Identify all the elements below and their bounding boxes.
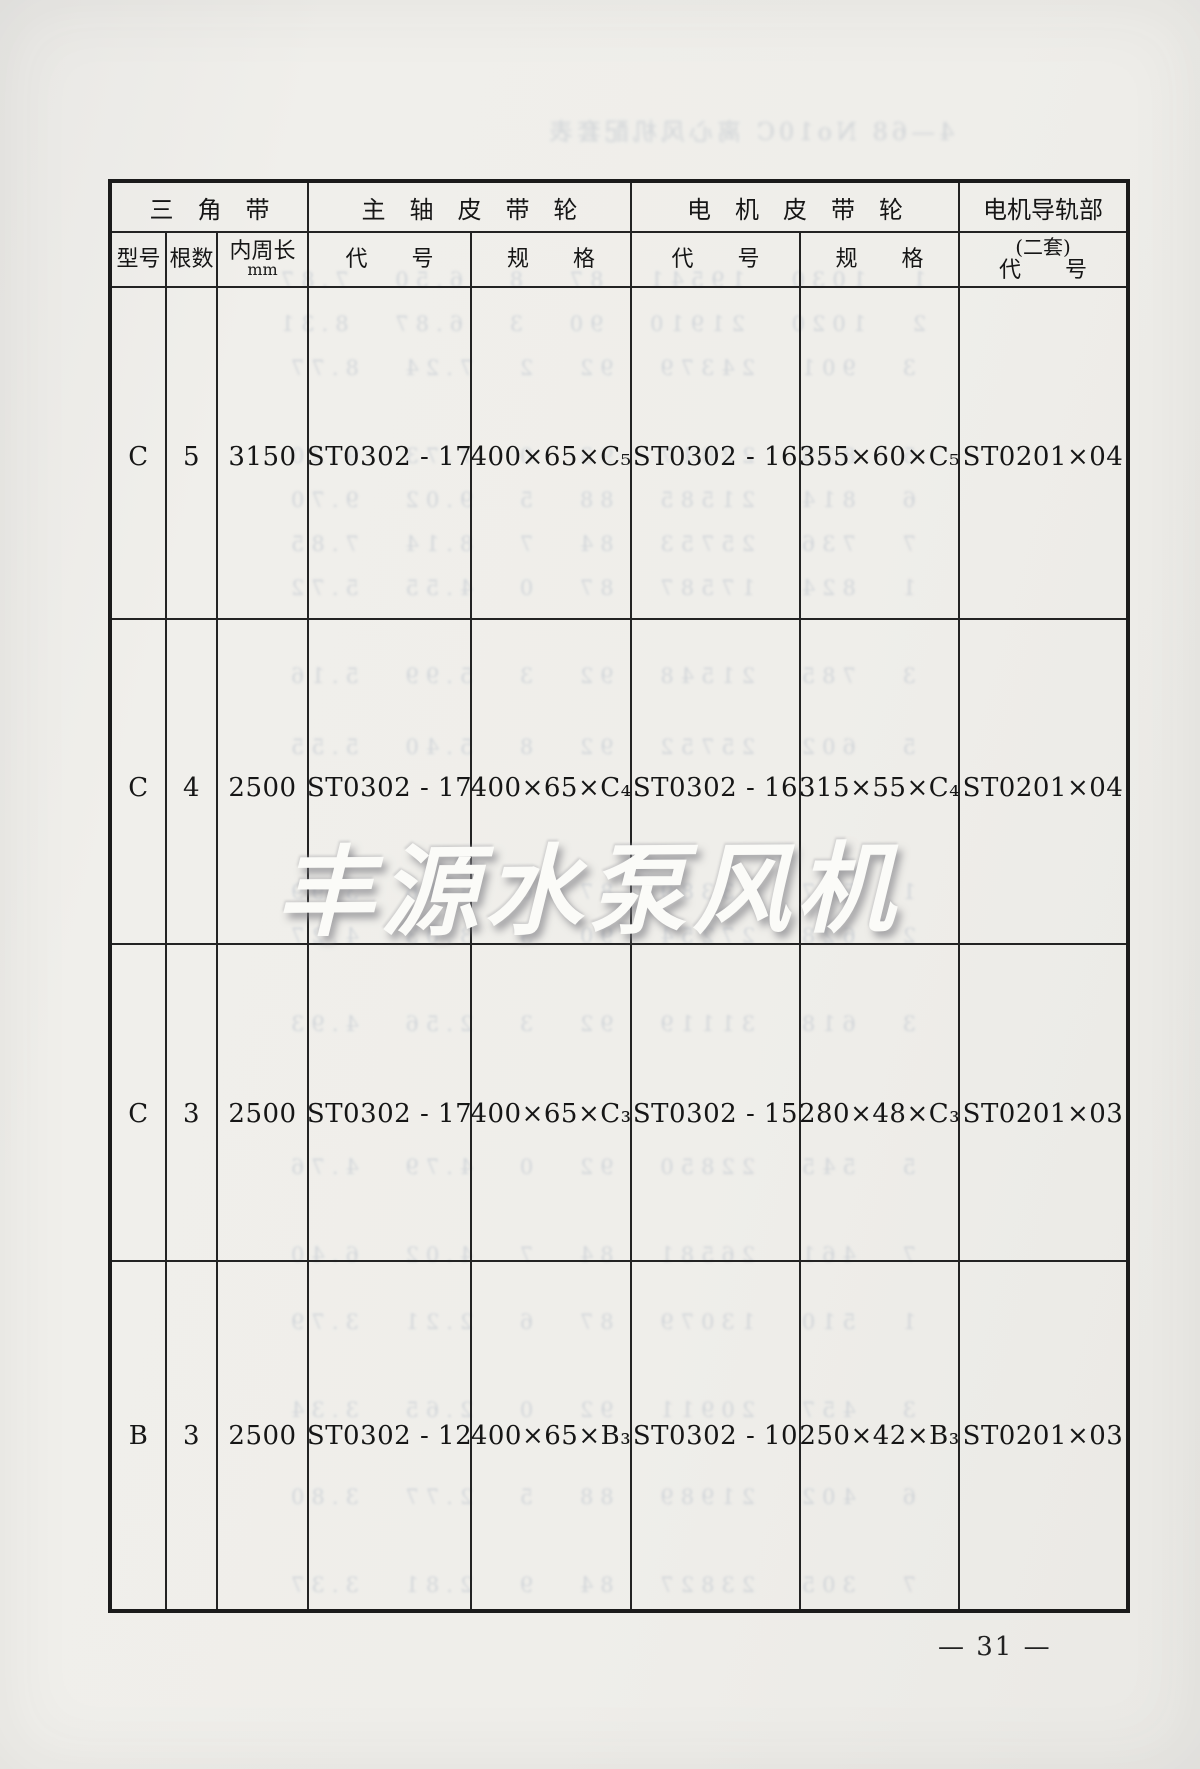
- section-header-v-belt: 三 角 带: [112, 183, 309, 233]
- cell-shaft-code: ST0302 - 17: [307, 945, 472, 1262]
- cell-shaft-spec: 400×65×C₄: [470, 620, 632, 945]
- inner-length-unit: mm: [247, 260, 278, 280]
- cell-shaft-spec: 400×65×C₃: [470, 945, 632, 1262]
- column-header-motor-code: 代 号: [632, 233, 801, 288]
- cell-motor-code: ST0302 - 10: [632, 1262, 801, 1609]
- cell-count: 4: [167, 620, 218, 945]
- cell-shaft-code: ST0302 - 12: [307, 1262, 472, 1609]
- cell-rail-code: ST0201×03: [960, 945, 1126, 1262]
- cell-shaft-spec: 400×65×C₅: [470, 288, 632, 620]
- column-header-count: 根数: [167, 233, 218, 288]
- bleed-through-title: 4—68 No10C 离心风机配套表: [545, 118, 955, 146]
- cell-shaft-code: ST0302 - 17: [307, 288, 472, 620]
- cell-motor-spec: 250×42×B₃: [799, 1262, 960, 1609]
- inner-length-label: 内周长: [229, 239, 296, 265]
- cell-count: 3: [167, 945, 218, 1262]
- cell-motor-code: ST0302 - 15: [632, 945, 801, 1262]
- cell-inner-length: 2500: [218, 945, 309, 1262]
- column-header-motor-spec: 规 格: [801, 233, 960, 288]
- cell-shaft-code: ST0302 - 17: [307, 620, 472, 945]
- cell-motor-code: ST0302 - 16: [632, 620, 801, 945]
- column-header-inner-length: 内周长 mm: [218, 233, 309, 288]
- cell-model: B: [112, 1262, 167, 1609]
- section-header-motor-pulley: 电 机 皮 带 轮: [632, 183, 960, 233]
- cell-inner-length: 2500: [218, 1262, 309, 1609]
- cell-shaft-spec: 400×65×B₃: [471, 1262, 632, 1609]
- cell-model: C: [112, 288, 167, 620]
- column-header-shaft-code: 代 号: [309, 233, 472, 288]
- cell-motor-spec: 315×55×C₄: [799, 620, 960, 945]
- rail-two-sets-note: (二套): [1015, 234, 1071, 259]
- column-header-rail-code: (二套) 代 号: [960, 233, 1126, 288]
- page-number: — 31 —: [938, 1632, 1052, 1662]
- cell-rail-code: ST0201×04: [960, 620, 1126, 945]
- section-header-shaft-pulley: 主 轴 皮 带 轮: [309, 183, 632, 233]
- rail-code-label: 代 号: [998, 257, 1087, 283]
- column-header-shaft-spec: 规 格: [472, 233, 632, 288]
- column-header-model: 型号: [112, 233, 167, 288]
- cell-count: 5: [167, 288, 218, 620]
- cell-model: C: [112, 945, 167, 1262]
- cell-motor-spec: 355×60×C₅: [799, 288, 960, 620]
- cell-rail-code: ST0201×04: [960, 288, 1126, 620]
- cell-rail-code: ST0201×03: [962, 1420, 1124, 1451]
- cell-motor-code: ST0302 - 16: [632, 288, 801, 620]
- cell-count: 3: [167, 1262, 218, 1609]
- cell-model: C: [112, 620, 167, 945]
- section-header-motor-rail: 电机导轨部: [960, 183, 1126, 233]
- cell-inner-length: 2500: [218, 620, 309, 945]
- belt-pulley-parts-table: 三 角 带 主 轴 皮 带 轮 电 机 皮 带 轮 电机导轨部 型号 根数 内周…: [108, 179, 1130, 1613]
- cell-motor-spec: 280×48×C₃: [799, 945, 960, 1262]
- supplier-watermark: 丰源水泵风机: [275, 831, 901, 952]
- cell-inner-length: 3150: [218, 288, 309, 620]
